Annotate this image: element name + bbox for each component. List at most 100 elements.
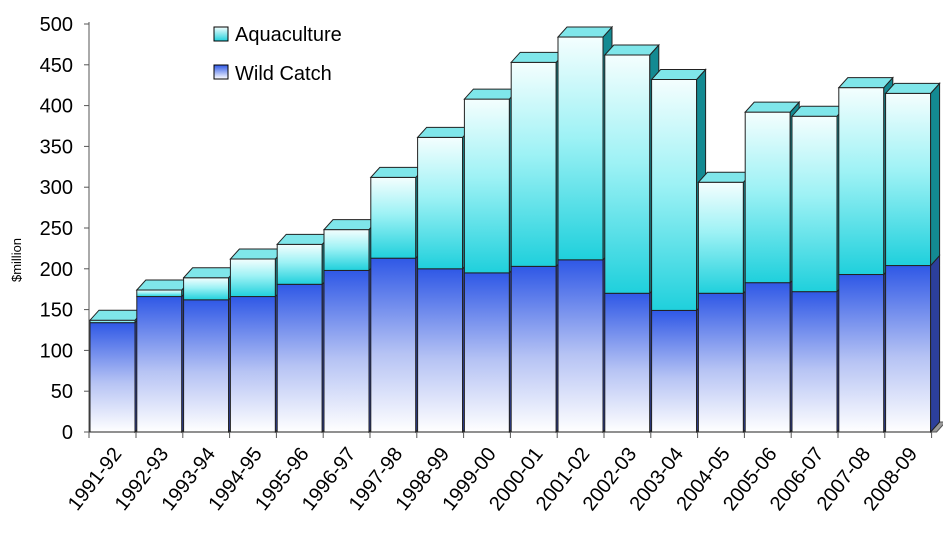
bar-segment-wild-catch <box>370 246 426 434</box>
bar-front-aquaculture <box>557 36 604 261</box>
bar-top <box>276 233 333 245</box>
bar-2000-01 <box>510 51 567 434</box>
bar-1996-97 <box>322 218 380 434</box>
bar-front-aquaculture <box>136 289 183 298</box>
y-axis: 0 50 100 150 200 250 300 350 400 450 500 <box>40 14 90 444</box>
bar-segment-wild-catch <box>183 288 239 434</box>
bar-segment-wild-catch <box>744 271 800 434</box>
bar-top <box>463 88 520 100</box>
x-axis: 1991-921992-931993-941994-951995-961996-… <box>64 431 937 515</box>
bar-front-aquaculture <box>323 229 370 271</box>
y-tick-label: 450 <box>40 55 73 77</box>
bar-front-wild-catch <box>838 274 885 433</box>
bar-segment-wild-catch <box>276 273 332 434</box>
bar-top <box>603 44 660 56</box>
y-tick-label: 500 <box>40 14 73 36</box>
bar-segment-wild-catch <box>323 259 379 434</box>
bar-front-aquaculture <box>229 258 276 298</box>
bar-1997-98 <box>369 166 426 434</box>
legend-item-aquaculture: Aquaculture <box>213 24 342 46</box>
bar-segment-aquaculture <box>651 68 707 312</box>
y-tick-label: 250 <box>40 218 73 240</box>
bar-front-wild-catch <box>604 292 651 433</box>
bar-top <box>229 248 286 260</box>
bar-front-wild-catch <box>276 283 323 433</box>
bar-segment-aquaculture <box>791 104 847 293</box>
bar-2002-03 <box>603 43 660 434</box>
bar-1994-95 <box>229 247 286 434</box>
bar-1992-93 <box>135 278 192 434</box>
bar-front-wild-catch <box>557 259 604 433</box>
bar-front-wild-catch <box>89 322 136 433</box>
bar-front-aquaculture <box>838 87 885 276</box>
bar-top <box>790 105 848 117</box>
bar-front-aquaculture <box>463 98 510 274</box>
bar-front-aquaculture <box>510 61 557 267</box>
bar-top <box>697 171 754 183</box>
bar-segment-aquaculture <box>463 87 519 275</box>
bar-top <box>135 279 192 291</box>
legend: Aquaculture Wild Catch <box>213 24 342 85</box>
bar-front-aquaculture <box>744 111 791 284</box>
bar-segment-wild-catch <box>697 281 753 434</box>
legend-item-wild-catch: Wild Catch <box>213 63 332 85</box>
bar-segment-aquaculture <box>697 171 753 295</box>
bar-segment-aquaculture <box>557 25 613 262</box>
bar-segment-wild-catch <box>838 263 894 434</box>
bar-2006-07 <box>790 104 848 434</box>
bar-1995-96 <box>276 233 333 434</box>
bar-front-wild-catch <box>744 282 791 433</box>
legend-swatch-wild-catch <box>213 64 229 80</box>
bar-segment-aquaculture <box>885 82 941 267</box>
bar-segment-wild-catch <box>136 285 192 434</box>
bar-2007-08 <box>837 76 894 434</box>
bar-front-wild-catch <box>136 296 183 433</box>
bar-front-aquaculture <box>183 277 230 301</box>
bar-front-wild-catch <box>885 265 932 433</box>
bar-front-wild-catch <box>417 268 464 433</box>
bar-front-aquaculture <box>604 54 651 294</box>
bar-segment-wild-catch <box>229 285 285 434</box>
bar-segment-aquaculture <box>417 126 473 271</box>
bar-segment-aquaculture <box>744 100 800 284</box>
bar-1998-99 <box>416 126 473 434</box>
bar-top <box>88 309 146 321</box>
bar-top <box>416 126 473 138</box>
bar-2008-09 <box>884 82 941 434</box>
bar-segment-wild-catch <box>510 255 566 434</box>
legend-swatch-aquaculture <box>213 26 229 42</box>
legend-label-aquaculture: Aquaculture <box>235 24 342 46</box>
bar-front-wild-catch <box>791 291 838 433</box>
bar-segment-wild-catch <box>885 254 941 434</box>
bar-2003-04 <box>650 68 707 434</box>
bar-segment-wild-catch <box>557 248 613 434</box>
y-tick-label: 0 <box>62 422 73 444</box>
bar-front-aquaculture <box>697 181 744 294</box>
bar-front-aquaculture <box>417 136 464 270</box>
bar-side-aquaculture <box>930 82 941 267</box>
bar-front-wild-catch <box>229 296 276 433</box>
y-tick-label: 150 <box>40 300 73 322</box>
bar-1993-94 <box>182 266 239 434</box>
bar-top <box>369 166 426 178</box>
bar-front-aquaculture <box>791 115 838 293</box>
y-tick-label: 300 <box>40 177 73 199</box>
y-axis-label: $million <box>9 238 24 282</box>
bar-front-wild-catch <box>510 265 557 433</box>
bar-segment-wild-catch <box>651 299 707 434</box>
bar-segment-aquaculture <box>838 76 894 276</box>
bars-group <box>88 25 941 434</box>
legend-label-wild-catch: Wild Catch <box>235 63 332 85</box>
bar-segment-aquaculture <box>604 43 660 295</box>
bar-top <box>322 219 380 231</box>
bar-top <box>182 267 239 279</box>
bar-segment-wild-catch <box>463 261 519 434</box>
bar-segment-aquaculture <box>370 166 426 260</box>
bar-top <box>650 68 707 80</box>
bar-side-wild-catch <box>930 254 941 434</box>
y-tick-label: 50 <box>51 381 73 403</box>
bar-1999-00 <box>463 87 520 434</box>
bar-top <box>510 51 567 63</box>
bar-front-wild-catch <box>651 309 698 433</box>
bar-front-wild-catch <box>370 257 417 433</box>
